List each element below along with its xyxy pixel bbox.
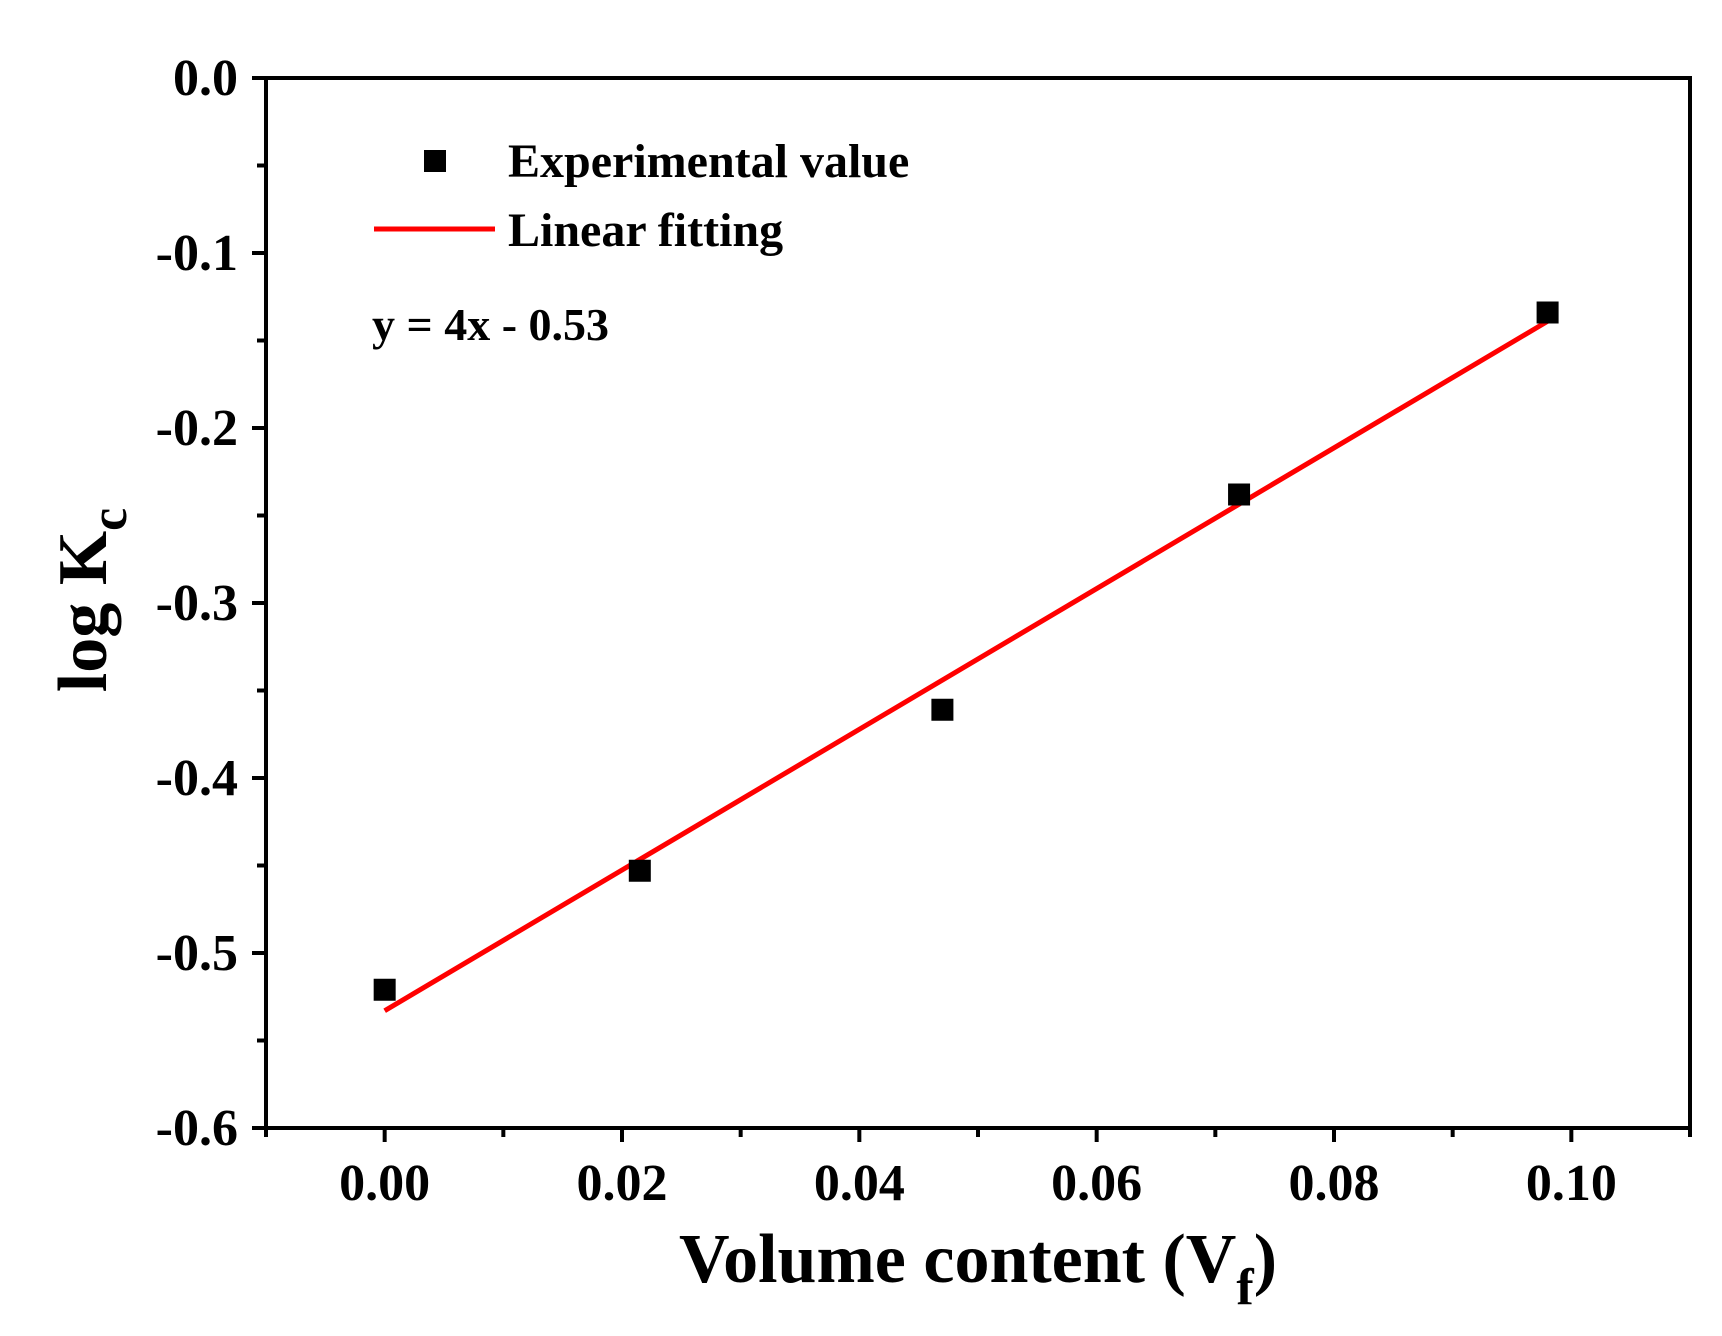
x-tick-label: 0.04 [814, 1155, 905, 1212]
y-axis-title-main: log K [45, 531, 122, 692]
data-point [628, 859, 651, 882]
y-tick-label: -0.1 [156, 225, 238, 282]
x-tick-label: 0.00 [339, 1155, 430, 1212]
x-axis-title-main: Volume content (V [679, 1221, 1236, 1298]
y-tick-label: -0.5 [156, 925, 238, 982]
x-tick-label: 0.06 [1051, 1155, 1142, 1212]
plot-frame [264, 76, 1692, 1130]
y-tick-label: 0.0 [173, 50, 238, 107]
series-layer [373, 301, 1559, 1013]
y-axis-title: log Kc [45, 508, 138, 693]
x-tick-label: 0.10 [1526, 1155, 1617, 1212]
y-axis-tick-labels: 0.0 -0.1 -0.2 -0.3 -0.4 -0.5 -0.6 [156, 50, 238, 1157]
y-axis-title-sub: c [81, 508, 138, 531]
x-axis-title: Volume content (Vf) [679, 1221, 1277, 1316]
legend-label-experimental: Experimental value [508, 135, 909, 188]
legend-marker-experimental [424, 150, 446, 172]
data-point [1228, 483, 1251, 506]
x-axis-title-close: ) [1254, 1221, 1277, 1298]
data-point [931, 698, 954, 721]
x-tick-label: 0.02 [577, 1155, 668, 1212]
x-axis-ticks [264, 1128, 1692, 1142]
y-tick-label: -0.4 [156, 750, 238, 807]
y-tick-label: -0.3 [156, 575, 238, 632]
x-axis-title-sub: f [1236, 1259, 1254, 1316]
data-point [1536, 301, 1559, 324]
y-axis-ticks [252, 76, 266, 1130]
x-axis-tick-labels: 0.00 0.02 0.04 0.06 0.08 0.10 [339, 1155, 1617, 1212]
legend: Experimental value Linear fitting [374, 135, 909, 257]
fit-equation: y = 4x - 0.53 [372, 299, 609, 350]
y-tick-label: -0.6 [156, 1100, 238, 1157]
y-tick-label: -0.2 [156, 400, 238, 457]
legend-label-linear-fitting: Linear fitting [508, 204, 783, 257]
data-point [373, 978, 396, 1001]
fit-line [383, 319, 1549, 1013]
x-tick-label: 0.08 [1289, 1155, 1380, 1212]
